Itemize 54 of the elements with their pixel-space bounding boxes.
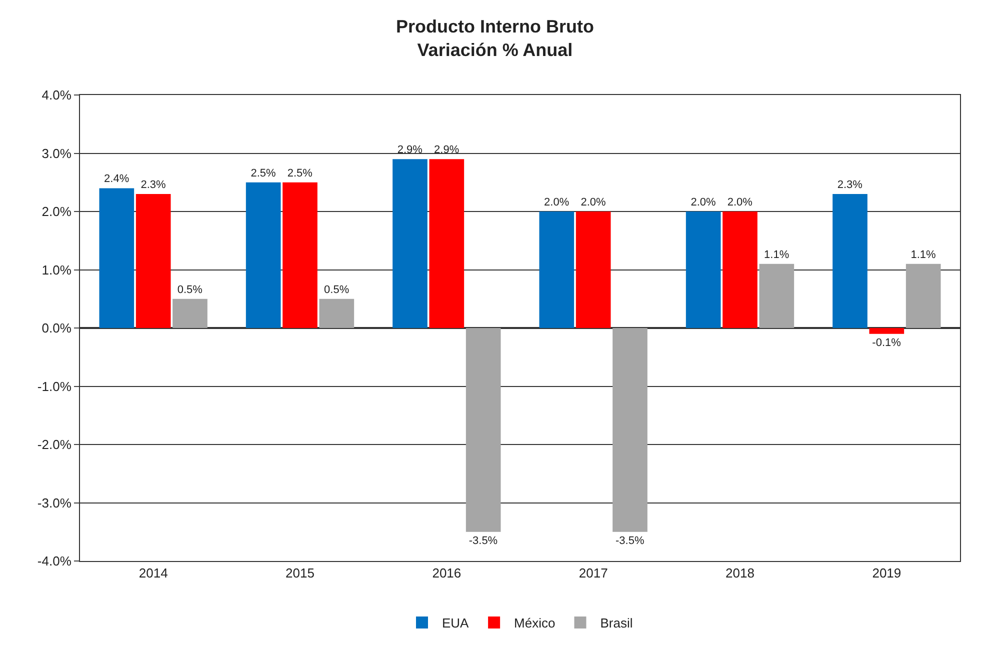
data-label: 2.5% xyxy=(250,167,276,180)
legend-label: EUA xyxy=(442,616,470,631)
y-tick-label: 3.0% xyxy=(42,146,72,161)
bar xyxy=(392,159,428,328)
x-tick-label: 2015 xyxy=(286,566,314,581)
data-label: 2.0% xyxy=(544,196,570,208)
bar xyxy=(466,328,501,532)
data-label: -3.5% xyxy=(616,534,644,547)
y-tick-label: -1.0% xyxy=(37,378,72,394)
data-label: 2.5% xyxy=(287,167,313,180)
y-tick-label: 4.0% xyxy=(42,88,72,103)
bar xyxy=(282,182,318,328)
y-tick-label: -4.0% xyxy=(37,554,72,569)
data-label: 2.3% xyxy=(140,179,166,192)
y-tick-label: -3.0% xyxy=(37,495,72,510)
data-label: 2.0% xyxy=(727,196,753,208)
bar xyxy=(906,264,941,328)
bar xyxy=(612,328,648,532)
x-tick-label: 2017 xyxy=(578,566,608,581)
x-tick-label: 2018 xyxy=(726,566,754,581)
data-label: 0.5% xyxy=(177,284,203,296)
legend-label: Brasil xyxy=(600,616,633,631)
bar xyxy=(319,298,354,328)
bar xyxy=(172,298,208,328)
x-tick-label: 2016 xyxy=(432,566,462,581)
x-tick-label: 2014 xyxy=(138,566,168,581)
bar xyxy=(539,212,574,328)
data-label: 1.1% xyxy=(910,248,936,261)
bar xyxy=(759,264,794,328)
data-label: -3.5% xyxy=(468,534,498,547)
data-label: 2.0% xyxy=(690,196,716,208)
x-tick-label: 2019 xyxy=(872,566,902,581)
data-label: -0.1% xyxy=(872,336,902,349)
data-label: 0.5% xyxy=(324,284,350,296)
data-label: 2.0% xyxy=(580,196,606,208)
chart-subtitle: Variación % Anual xyxy=(417,40,573,60)
y-tick-label: 2.0% xyxy=(42,204,72,220)
bar xyxy=(246,182,281,328)
bar xyxy=(99,188,134,328)
y-tick-label: 1.0% xyxy=(42,262,72,278)
data-label: 1.1% xyxy=(764,248,790,261)
bar xyxy=(136,194,171,328)
legend-label: México xyxy=(514,616,556,631)
bar xyxy=(869,328,904,334)
bar xyxy=(429,159,464,328)
bar xyxy=(722,212,758,328)
chart-title: Producto Interno Bruto xyxy=(396,16,594,36)
data-label: 2.4% xyxy=(104,173,130,186)
bar xyxy=(576,212,611,328)
bar xyxy=(832,194,868,328)
y-tick-label: -2.0% xyxy=(37,437,72,452)
data-label: 2.3% xyxy=(837,179,863,192)
y-tick-label: 0.0% xyxy=(42,320,72,336)
bar xyxy=(686,212,721,328)
